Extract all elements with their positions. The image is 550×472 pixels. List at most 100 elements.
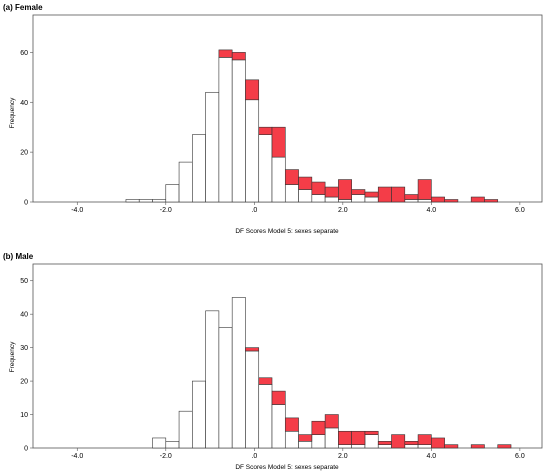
histogram-bar-highlight (417, 179, 432, 200)
x-tick-label: .0 (251, 207, 257, 214)
y-axis-label-female: Frequency (9, 97, 16, 128)
histogram-bar (364, 196, 379, 203)
histogram-bar-highlight (351, 189, 366, 195)
histogram-bar (311, 194, 326, 203)
histogram-bar-highlight (431, 437, 445, 449)
histogram-bar-highlight (231, 52, 246, 61)
histogram-bar (218, 327, 233, 449)
histogram-bar-highlight (324, 186, 339, 198)
x-tick-label: -4.0 (71, 207, 83, 214)
histogram-bar (125, 199, 140, 203)
histogram-bar (192, 380, 206, 449)
histogram-bar-highlight (245, 79, 260, 101)
histogram-bar-highlight (364, 191, 379, 198)
histogram-bar-highlight (258, 377, 273, 385)
y-tick-label: 20 (20, 379, 28, 386)
histogram-bar (205, 91, 220, 203)
histogram-bar (258, 384, 273, 449)
histogram-bar-highlight (470, 444, 485, 449)
histogram-bar (351, 194, 366, 203)
histogram-bar (258, 134, 273, 203)
histogram-bar-highlight (404, 441, 419, 445)
histogram-bar-highlight (218, 49, 233, 58)
histogram-bar (404, 444, 419, 449)
histogram-bar-highlight (245, 347, 260, 352)
histogram-bar (152, 199, 167, 203)
histogram-bar (245, 350, 260, 449)
histogram-bar-highlight (431, 196, 445, 203)
x-axis-label-male: DF Scores Model 5: sexes separate (235, 464, 339, 471)
histogram-bar-highlight (311, 181, 326, 195)
histogram-bar (364, 434, 379, 449)
histogram-bar (218, 57, 233, 203)
panel-male: (b) Male Frequency DF Scores Model 5: se… (3, 252, 543, 471)
histogram-bar-highlight (377, 441, 392, 445)
x-tick-label: 6.0 (515, 207, 525, 214)
x-tick-label: 6.0 (515, 453, 525, 460)
histogram-bar-highlight (271, 390, 286, 405)
histogram-bar (284, 430, 299, 449)
histogram-bar-highlight (417, 434, 432, 445)
histogram-bar-highlight (338, 179, 352, 200)
histogram-bar (231, 59, 246, 203)
histogram-bar (311, 434, 326, 449)
panel-title-female: (a) Female (3, 3, 43, 12)
histogram-bar (165, 184, 180, 203)
x-tick-label: 2.0 (338, 453, 348, 460)
histogram-bar (324, 427, 339, 449)
histogram-bar (377, 444, 392, 449)
histogram-bar (271, 404, 286, 449)
histogram-bar (165, 441, 180, 449)
histogram-bar-highlight (298, 176, 313, 190)
histogram-bar (284, 184, 299, 203)
panel-female: (a) Female Frequency DF Scores Model 5: … (3, 3, 543, 235)
histogram-bar (351, 444, 366, 449)
histogram-bar (271, 156, 286, 203)
histogram-bar-highlight (444, 444, 459, 449)
histogram-bar (298, 441, 313, 449)
histogram-bar-highlight (311, 420, 326, 435)
y-tick-label: 10 (20, 412, 28, 419)
histogram-bar-highlight (364, 430, 379, 435)
histogram-bar-highlight (470, 196, 485, 203)
x-tick-label: 2.0 (338, 207, 348, 214)
histogram-bar-highlight (351, 430, 366, 445)
histogram-bar-highlight (298, 434, 313, 442)
histogram-bar (152, 437, 167, 449)
y-axis-label-male: Frequency (9, 341, 16, 372)
y-tick-label: 60 (20, 50, 28, 57)
y-tick-label: 20 (20, 150, 28, 157)
histogram-bar (245, 99, 260, 203)
histogram-bar (417, 199, 432, 203)
histogram-bar-highlight (484, 199, 499, 203)
x-tick-label: -4.0 (71, 453, 83, 460)
y-tick-label: 30 (20, 345, 28, 352)
histogram-bar-highlight (497, 444, 512, 449)
histogram-bar (192, 134, 206, 203)
histogram-bar-highlight (258, 126, 273, 135)
y-tick-label: 50 (20, 278, 28, 285)
x-tick-label: 4.0 (426, 207, 436, 214)
x-tick-label: 4.0 (426, 453, 436, 460)
histogram-bar (178, 161, 193, 203)
y-tick-label: 40 (20, 312, 28, 319)
histogram-bar (404, 199, 419, 203)
histogram-bar (338, 444, 352, 449)
y-tick-label: 0 (24, 446, 28, 453)
histogram-bar (205, 310, 220, 449)
histogram-bar-highlight (377, 186, 392, 203)
histogram-bar (417, 444, 432, 449)
histogram-bar-highlight (338, 430, 352, 445)
x-axis-label-female: DF Scores Model 5: sexes separate (235, 228, 339, 235)
x-tick-label: -2.0 (160, 453, 172, 460)
histogram-bar-highlight (271, 126, 286, 158)
x-tick-label: .0 (251, 453, 257, 460)
histogram-bar (178, 410, 193, 449)
histogram-bar-highlight (444, 199, 459, 203)
panel-title-male: (b) Male (3, 252, 34, 261)
histogram-bar-highlight (404, 194, 419, 200)
histogram-bar (324, 196, 339, 203)
histogram-bar-highlight (284, 169, 299, 185)
x-tick-label: -2.0 (160, 207, 172, 214)
